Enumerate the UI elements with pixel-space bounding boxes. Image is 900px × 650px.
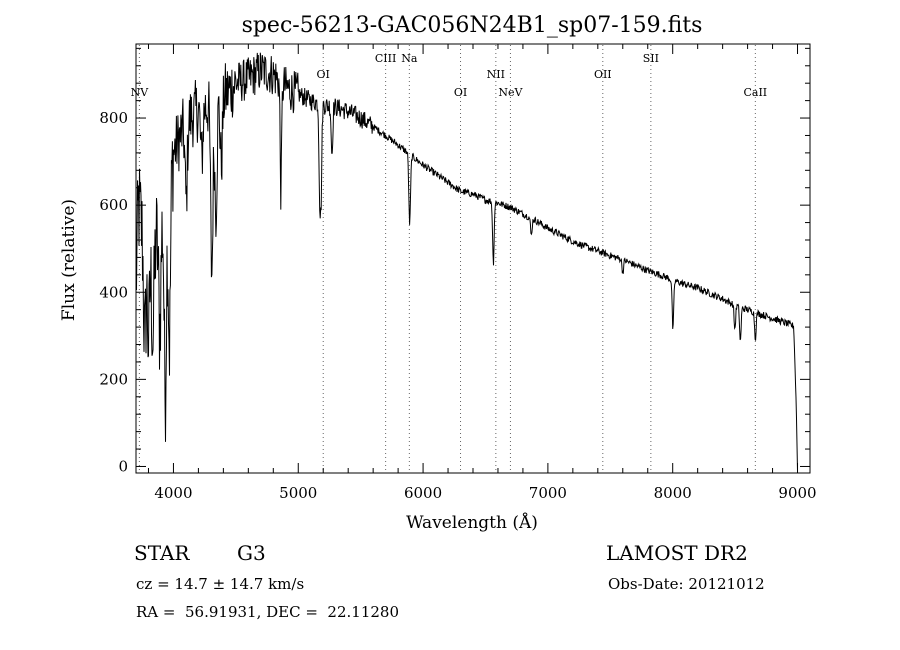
y-axis-label: Flux (relative)	[59, 199, 79, 321]
survey-name: LAMOST DR2	[606, 541, 748, 565]
emission-line-label: Na	[401, 52, 418, 65]
emission-line-label: NeV	[498, 86, 523, 99]
y-tick-label: 800	[99, 109, 128, 127]
emission-line-markers: NV OI CIII Na OI NII NeV OII SII CaII	[131, 45, 767, 472]
emission-line-label: NV	[131, 86, 150, 99]
redshift-cz: cz = 14.7 ± 14.7 km/s	[136, 575, 305, 593]
x-tick-label: 8000	[654, 484, 692, 502]
object-class: STAR	[134, 541, 190, 565]
emission-line-label: OII	[594, 68, 612, 81]
y-tick-label: 600	[99, 196, 128, 214]
emission-line-label: CaII	[743, 86, 767, 99]
x-tick-label: 6000	[404, 484, 442, 502]
y-tick-label: 200	[99, 370, 128, 388]
x-tick-label: 7000	[529, 484, 567, 502]
emission-line-label: OI	[317, 68, 330, 81]
observation-date: Obs-Date: 20121012	[608, 575, 765, 593]
x-tick-label: 4000	[154, 484, 192, 502]
y-tick-label: 400	[99, 283, 128, 301]
spectrum-line	[135, 52, 798, 471]
y-tick-label: 0	[118, 457, 128, 475]
plot-frame	[135, 43, 811, 474]
emission-line-label: OI	[454, 86, 467, 99]
axes: 4000 5000 6000 7000 8000 9000 0 200 400 600 800	[99, 44, 817, 502]
emission-line-label: SII	[643, 52, 659, 65]
x-tick-label: 5000	[279, 484, 317, 502]
chart-title: spec-56213-GAC056N24B1_sp07-159.fits	[242, 13, 703, 38]
emission-line-label: CIII	[375, 52, 396, 65]
object-subclass: G3	[237, 541, 266, 565]
x-tick-label: 9000	[778, 484, 816, 502]
x-axis-label: Wavelength (Å)	[406, 512, 538, 533]
emission-line-label: NII	[487, 68, 505, 81]
ra-dec-coordinates: RA = 56.91931, DEC = 22.11280	[136, 603, 400, 621]
